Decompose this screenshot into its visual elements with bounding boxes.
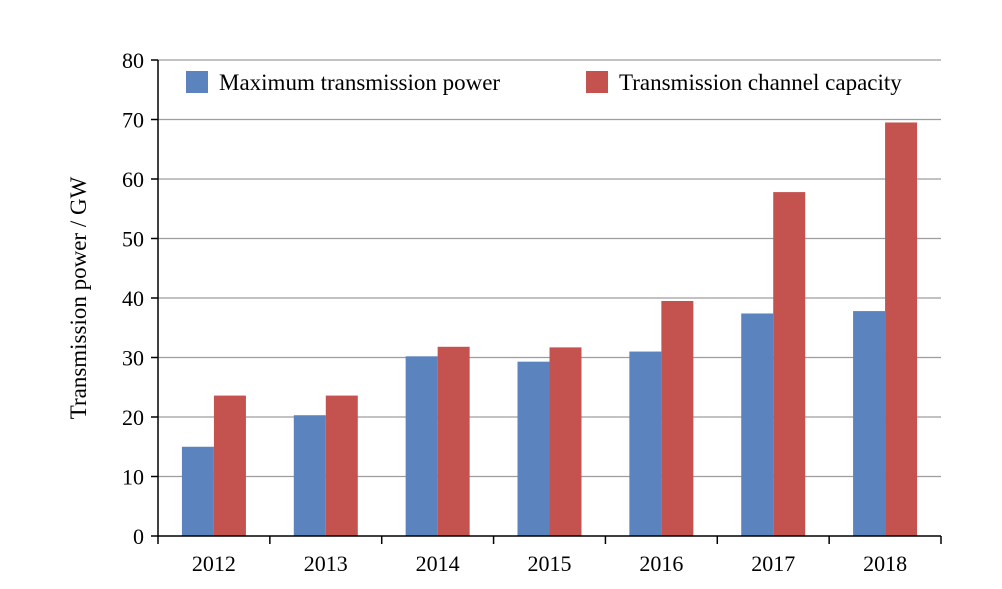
- bar-max-power-2016: [629, 351, 662, 536]
- x-tick-label: 2013: [304, 551, 348, 576]
- bar-max-power-2015: [517, 361, 550, 536]
- bar-channel-capacity-2015: [549, 347, 582, 536]
- y-tick-label: 30: [122, 346, 144, 371]
- bar-channel-capacity-2013: [325, 395, 358, 536]
- bar-channel-capacity-2017: [773, 192, 806, 536]
- bar-max-power-2017: [741, 313, 774, 536]
- x-tick-label: 2018: [863, 551, 907, 576]
- y-axis-title: Transmission power / GW: [66, 176, 91, 419]
- bar-max-power-2013: [293, 415, 326, 536]
- legend-label-2: Transmission channel capacity: [619, 70, 902, 95]
- bar-channel-capacity-2018: [885, 122, 918, 536]
- y-tick-label: 10: [122, 465, 144, 490]
- y-tick-label: 50: [122, 227, 144, 252]
- y-tick-label: 0: [133, 524, 144, 549]
- y-tick-label: 60: [122, 167, 144, 192]
- legend-swatch-2: [586, 71, 608, 93]
- bar-channel-capacity-2016: [661, 300, 694, 536]
- x-tick-label: 2017: [751, 551, 795, 576]
- x-tick-label: 2016: [639, 551, 683, 576]
- bar-max-power-2014: [405, 356, 438, 536]
- y-tick-label: 70: [122, 108, 144, 133]
- axes: [157, 60, 941, 537]
- bar-max-power-2012: [181, 446, 214, 536]
- x-tick-label: 2014: [416, 551, 460, 576]
- x-tick-label: 2015: [528, 551, 572, 576]
- y-tick-label: 80: [122, 48, 144, 73]
- bar-max-power-2018: [853, 311, 886, 536]
- bars: [181, 122, 918, 536]
- legend-swatch-1: [186, 71, 208, 93]
- bar-channel-capacity-2012: [213, 395, 246, 536]
- y-tick-label: 40: [122, 286, 144, 311]
- y-tick-labels: 0 10 20 30 40 50 60 70 80: [122, 48, 144, 549]
- bar-channel-capacity-2014: [437, 346, 470, 536]
- x-tick-labels: 2012 2013 2014 2015 2016 2017 2018: [157, 536, 942, 576]
- legend: Maximum transmission power Transmission c…: [186, 70, 902, 95]
- x-tick-label: 2012: [192, 551, 236, 576]
- y-tick-label: 20: [122, 405, 144, 430]
- legend-label-1: Maximum transmission power: [219, 70, 500, 95]
